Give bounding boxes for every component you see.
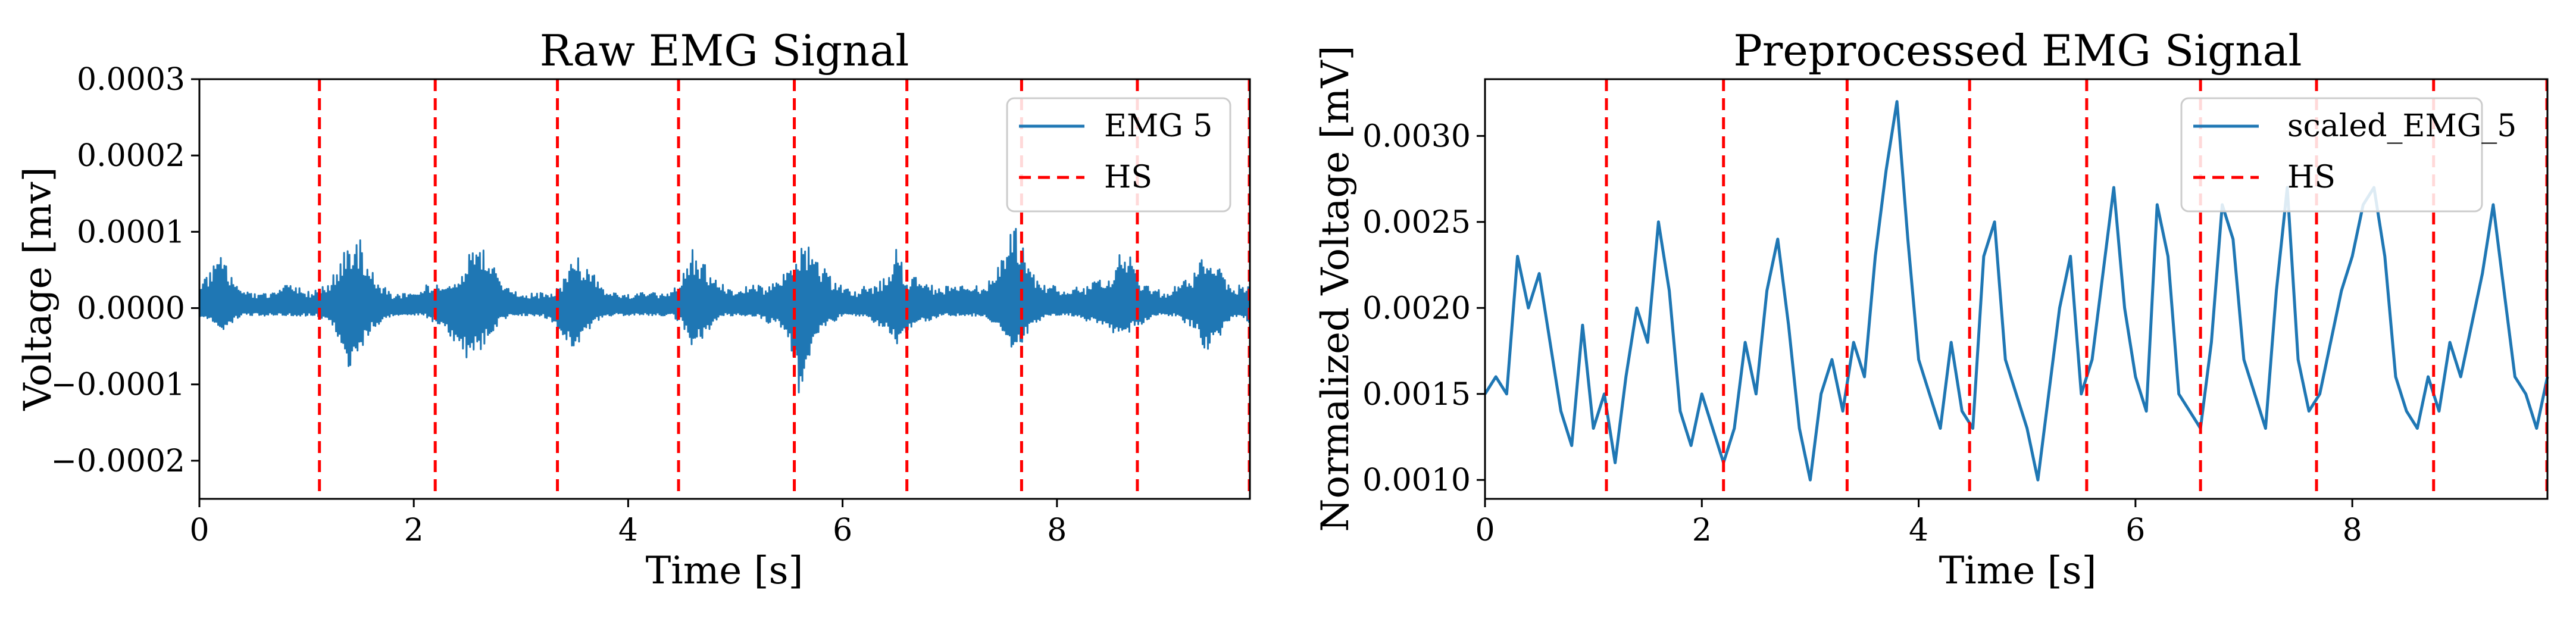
preprocessed-emg-title: Preprocessed EMG Signal bbox=[1733, 26, 2302, 76]
y-tick-label: 0.0030 bbox=[1362, 118, 1471, 154]
y-tick-label: −0.0001 bbox=[51, 367, 185, 403]
y-tick-label: 0.0025 bbox=[1362, 205, 1471, 241]
preprocessed-emg-plot: Preprocessed EMG Signal 0 2 4 6 8 0.0010 0.001… bbox=[1314, 26, 2549, 593]
preprocessed-emg-ylabel: Normalized Voltage [mV] bbox=[1314, 45, 1358, 532]
legend-label-hs: HS bbox=[1104, 160, 1152, 195]
preprocessed-emg-axes-frame bbox=[1484, 78, 2549, 500]
raw-emg-marks bbox=[198, 79, 1251, 499]
x-tick-label: 6 bbox=[2125, 513, 2145, 548]
y-tick-label: −0.0002 bbox=[51, 444, 185, 479]
legend-label-hs: HS bbox=[2287, 160, 2336, 195]
preprocessed-emg-legend: scaled_EMG_5 HS bbox=[2180, 97, 2516, 213]
x-tick-label: 0 bbox=[189, 513, 209, 548]
x-tick-label: 2 bbox=[404, 513, 424, 548]
raw-emg-title: Raw EMG Signal bbox=[540, 26, 909, 76]
x-tick-label: 8 bbox=[2343, 513, 2362, 548]
y-tick-label: 0.0010 bbox=[1362, 463, 1471, 498]
raw-emg-plot: Raw EMG Signal 0 2 4 6 8 −0.0002 −0.0001 0.0000… bbox=[16, 26, 1251, 593]
legend-label-emg5: EMG 5 bbox=[1104, 108, 1212, 144]
x-tick-label: 6 bbox=[833, 513, 852, 548]
y-tick-label: 0.0002 bbox=[77, 138, 185, 174]
raw-emg-ylabel: Voltage [mv] bbox=[16, 167, 60, 411]
y-tick-label: 0.0000 bbox=[77, 291, 185, 327]
preprocessed-emg-xlabel: Time [s] bbox=[1939, 549, 2097, 593]
x-tick-label: 8 bbox=[1047, 513, 1067, 548]
y-tick-label: 0.0020 bbox=[1362, 291, 1471, 326]
x-tick-label: 4 bbox=[1909, 513, 1928, 548]
x-tick-label: 4 bbox=[618, 513, 638, 548]
raw-emg-axes-frame bbox=[198, 78, 1251, 500]
y-tick-label: 0.0001 bbox=[77, 214, 185, 250]
raw-emg-ticks: 0 2 4 6 8 −0.0002 −0.0001 0.0000 0.0001 0.0002 0.0… bbox=[51, 62, 1067, 548]
raw-emg-xlabel: Time [s] bbox=[646, 549, 804, 593]
preprocessed-emg-ticks: 0 2 4 6 8 0.0010 0.0015 0.0020 0.0025 0.0030 bbox=[1362, 118, 2362, 548]
y-tick-label: 0.0015 bbox=[1362, 377, 1471, 413]
raw-emg-legend: EMG 5 HS bbox=[1006, 97, 1231, 213]
x-tick-label: 2 bbox=[1692, 513, 1712, 548]
legend-label-scaled-emg5: scaled_EMG_5 bbox=[2287, 108, 2516, 144]
y-tick-label: 0.0003 bbox=[77, 62, 185, 98]
series-line-emg-5 bbox=[198, 227, 1250, 393]
x-tick-label: 0 bbox=[1475, 513, 1495, 548]
